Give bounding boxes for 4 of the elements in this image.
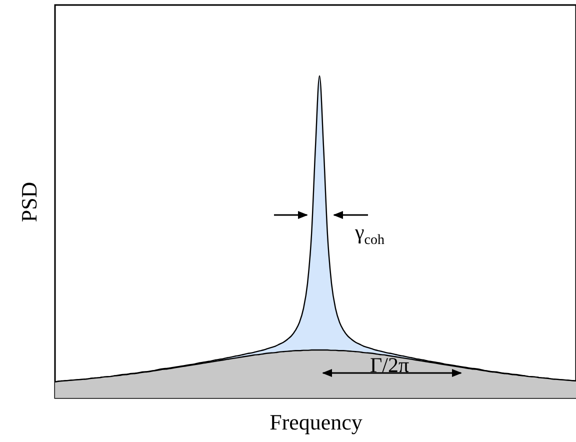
x-axis-title: Frequency (270, 410, 362, 434)
annotation: Γ/2π (370, 353, 410, 377)
y-axis-title: PSD (16, 182, 42, 222)
annotation: γ$_{coh}$ (355, 220, 384, 248)
